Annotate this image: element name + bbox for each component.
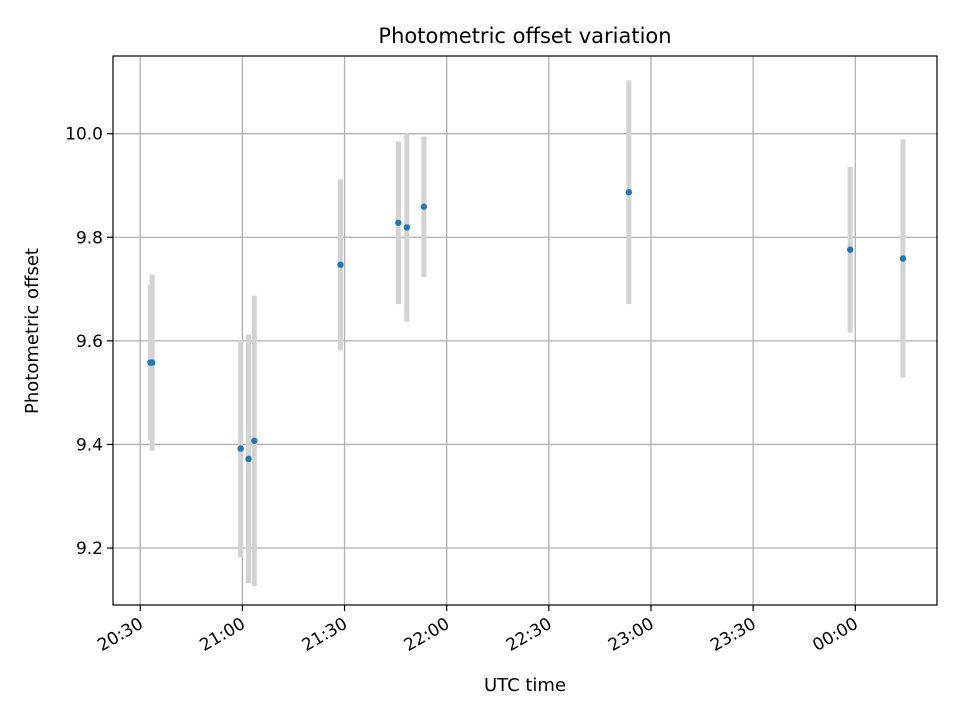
y-tick-label: 9.8 [76, 228, 103, 248]
y-tick-label: 9.6 [76, 332, 103, 352]
x-axis-ticks: 20:30 21:00 21:30 22:00 22:30 23:00 23:30 00:00 [94, 605, 862, 656]
data-point [420, 203, 428, 210]
error-bars [147, 80, 906, 586]
x-axis-label: UTC time [484, 675, 566, 696]
x-tick-label: 22:00 [401, 614, 453, 656]
y-tick-label: 9.2 [76, 539, 103, 559]
x-tick-label: 23:30 [707, 614, 759, 656]
data-point [899, 255, 907, 262]
y-axis-ticks: 9.2 9.4 9.6 9.8 10.0 [65, 125, 113, 559]
data-points [147, 189, 907, 463]
data-point [625, 189, 633, 196]
data-point [846, 246, 854, 253]
x-tick-label: 21:00 [196, 614, 248, 656]
y-tick-label: 10.0 [65, 125, 103, 145]
data-point [251, 437, 258, 445]
grid-lines [113, 56, 937, 605]
x-tick-label: 21:30 [299, 614, 351, 656]
y-axis-label: Photometric offset [22, 248, 43, 414]
x-tick-label: 23:00 [605, 614, 657, 656]
chart-title: Photometric offset variation [378, 24, 671, 48]
data-point [395, 219, 402, 226]
plot-frame [112, 55, 938, 606]
x-tick-label: 00:00 [809, 614, 861, 656]
x-tick-label: 20:30 [94, 614, 146, 656]
data-point [245, 455, 252, 463]
data-point [337, 261, 344, 268]
data-point [403, 224, 411, 231]
y-tick-label: 9.4 [76, 435, 103, 455]
x-tick-label: 22:30 [503, 614, 555, 656]
data-point [148, 359, 156, 366]
data-point [237, 445, 244, 452]
